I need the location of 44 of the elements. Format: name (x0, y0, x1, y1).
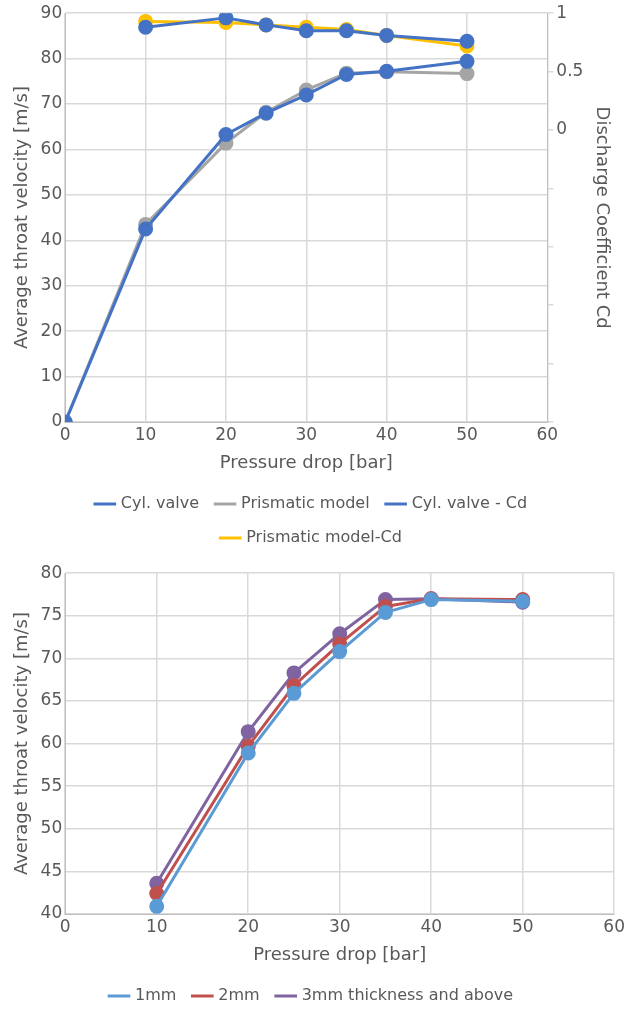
x-tick-label: 60 (536, 423, 559, 444)
y-axis-title: Average throat velocity [m/s] (10, 612, 32, 876)
legend-label: 1mm (134, 985, 177, 1005)
y-tick-label: 60 (40, 137, 63, 158)
y-tick-label: 90 (40, 1, 63, 22)
y-tick-label: 50 (40, 183, 63, 204)
y-tick-label: 20 (40, 319, 63, 340)
x-tick-label: 10 (134, 423, 157, 444)
x-tick-label: 60 (603, 915, 625, 936)
y-axis-title: Average throat velocity [m/s] (10, 86, 32, 350)
y2-tick-label: 1 (556, 1, 568, 22)
x-tick-label: 50 (456, 423, 478, 444)
x-tick-label: 20 (237, 915, 260, 936)
y-tick-label: 40 (40, 228, 63, 249)
y-tick-label: 70 (40, 92, 63, 113)
x-tick-label: 50 (511, 915, 534, 936)
y2-axis-title: Discharge Coefficient Cd (592, 106, 614, 329)
y2-tick-label: 0 (556, 118, 568, 139)
y-tick-label: 80 (40, 47, 63, 68)
x-tick-label: 20 (215, 423, 237, 444)
y-tick-label: 55 (40, 774, 63, 795)
y-tick-label: 45 (40, 859, 63, 880)
x-tick-label: 10 (145, 915, 168, 936)
y-tick-label: 50 (40, 817, 63, 838)
legend-label: 3mm thickness and above (301, 985, 514, 1005)
x-tick-label: 40 (420, 915, 443, 936)
x-axis-title: Pressure drop [bar] (219, 450, 393, 472)
legend-label: Cyl. valve (120, 493, 200, 513)
y-tick-label: 65 (40, 689, 63, 710)
legend-label: Cyl. valve - Cd (411, 493, 528, 513)
x-tick-label: 30 (295, 423, 318, 444)
y-tick-label: 30 (40, 274, 63, 295)
y-tick-label: 70 (40, 646, 63, 667)
x-tick-label: 40 (375, 423, 398, 444)
y2-tick-label: 0.5 (556, 60, 584, 81)
legend-label: Prismatic model (241, 493, 370, 513)
legend-label: Prismatic model-Cd (246, 527, 402, 547)
y-tick-label: 60 (40, 732, 63, 753)
x-tick-label: 30 (328, 915, 351, 936)
y-tick-label: 75 (40, 604, 63, 625)
y-tick-label: 10 (40, 365, 63, 385)
y-tick-label: 80 (40, 561, 63, 582)
legend-label: 2mm (218, 985, 260, 1005)
x-axis-title: Pressure drop [bar] (253, 942, 427, 964)
